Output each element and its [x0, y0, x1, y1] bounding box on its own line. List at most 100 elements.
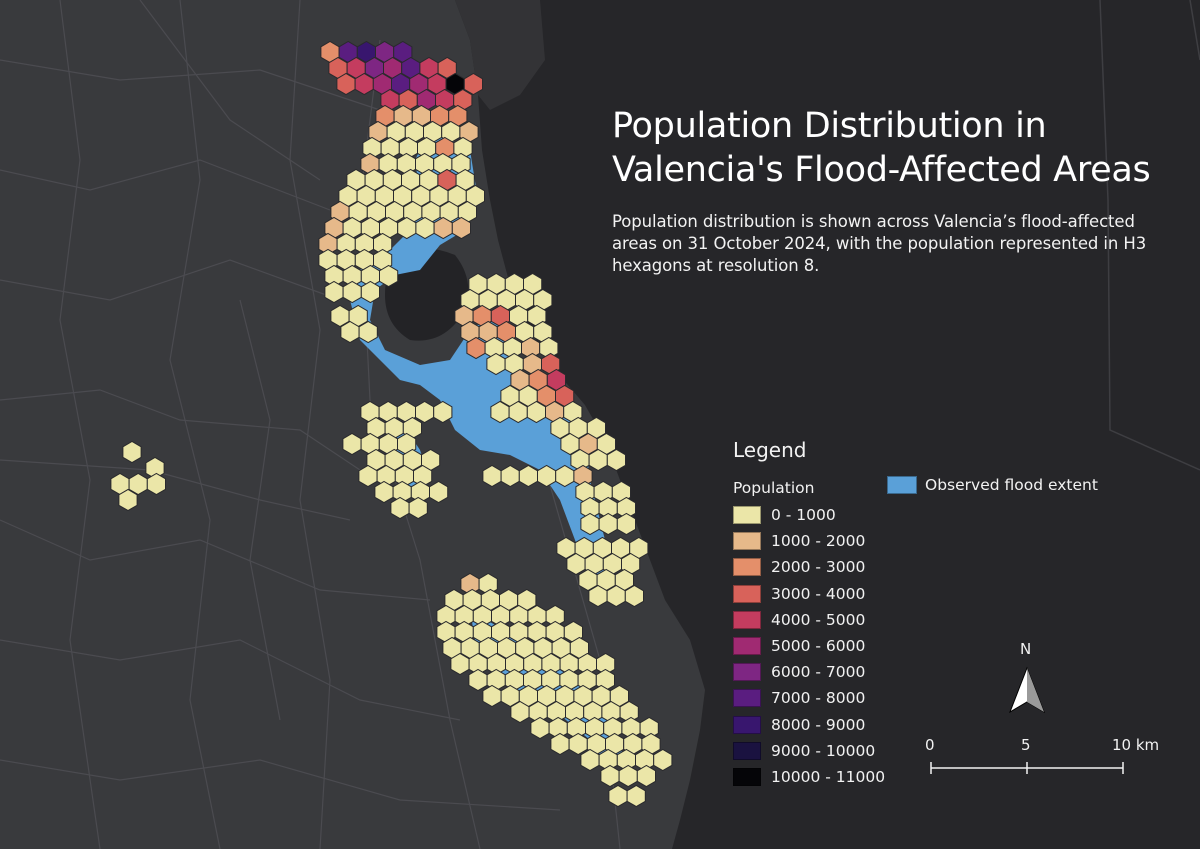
- legend-label: 2000 - 3000: [771, 558, 866, 577]
- population-hexagon: [402, 416, 422, 440]
- population-hexagon: [533, 288, 553, 312]
- population-hexagon: [451, 216, 471, 240]
- population-hexagon: [468, 668, 488, 692]
- population-hexagon: [463, 72, 483, 96]
- legend-label: 3000 - 4000: [771, 584, 866, 603]
- population-hexagon: [563, 620, 583, 644]
- legend-label: 8000 - 9000: [771, 715, 866, 734]
- legend-item: 8000 - 9000: [733, 712, 885, 738]
- population-hexagon: [122, 440, 142, 464]
- population-hexagon: [616, 512, 636, 536]
- legend-population-classes: 0 - 1000 1000 - 2000 2000 - 3000 3000 - 400…: [733, 502, 885, 790]
- population-hexagon: [568, 732, 588, 756]
- legend-item: 6000 - 7000: [733, 659, 885, 685]
- population-hexagon: [614, 568, 634, 592]
- population-hexagon: [358, 320, 378, 344]
- legend-item: 5000 - 6000: [733, 633, 885, 659]
- population-hexagon: [348, 304, 368, 328]
- population-hexagon: [379, 264, 399, 288]
- population-hexagon: [482, 684, 502, 708]
- legend-label: 9000 - 10000: [771, 741, 876, 760]
- north-arrow-label: N: [1020, 640, 1032, 658]
- legend-swatch: [733, 584, 761, 603]
- population-hexagon: [526, 400, 546, 424]
- population-hexagon: [490, 400, 510, 424]
- population-hexagon: [397, 432, 417, 456]
- flood-swatch: [887, 476, 917, 494]
- legend-label: 7000 - 8000: [771, 689, 866, 708]
- population-hexagon: [546, 368, 566, 392]
- population-hexagon: [457, 200, 477, 224]
- legend-label: 5000 - 6000: [771, 637, 866, 656]
- population-hexagon: [533, 320, 553, 344]
- population-hexagon: [415, 216, 435, 240]
- population-hexagon: [146, 472, 166, 496]
- population-hexagon: [433, 400, 453, 424]
- population-hexagon: [486, 352, 506, 376]
- population-hexagon: [421, 448, 441, 472]
- population-hexagon: [537, 464, 557, 488]
- population-hexagon: [450, 652, 470, 676]
- population-hexagon: [517, 588, 537, 612]
- legend-item: 0 - 1000: [733, 502, 885, 528]
- population-hexagon: [600, 764, 620, 788]
- legend-label: 1000 - 2000: [771, 532, 866, 551]
- population-hexagon: [500, 464, 520, 488]
- population-hexagon: [518, 464, 538, 488]
- population-hexagon: [373, 248, 393, 272]
- population-hexagon: [626, 784, 646, 808]
- legend-population-heading: Population: [733, 479, 815, 497]
- legend-swatch: [733, 637, 761, 656]
- population-hexagon: [566, 552, 586, 576]
- flood-label: Observed flood extent: [925, 476, 1098, 494]
- population-hexagon: [508, 400, 528, 424]
- population-hexagon: [596, 432, 616, 456]
- legend-swatch: [733, 558, 761, 577]
- population-hexagon: [360, 280, 380, 304]
- legend-item: 1000 - 2000: [733, 528, 885, 554]
- legend-swatch: [733, 610, 761, 629]
- population-hexagon: [586, 416, 606, 440]
- legend-item: 9000 - 10000: [733, 738, 885, 764]
- legend-swatch: [733, 767, 761, 786]
- population-hexagon: [563, 400, 583, 424]
- population-hexagon: [393, 40, 413, 64]
- population-hexagon: [397, 216, 417, 240]
- population-hexagon: [641, 732, 661, 756]
- population-hexagons: [110, 40, 673, 808]
- population-hexagon: [118, 488, 138, 512]
- population-hexagon: [342, 432, 362, 456]
- population-hexagon: [340, 320, 360, 344]
- population-hexagon: [596, 652, 616, 676]
- population-hexagon: [437, 56, 457, 80]
- population-hexagon: [336, 72, 356, 96]
- legend-label: 10000 - 11000: [771, 767, 886, 786]
- legend-swatch: [733, 741, 761, 760]
- population-hexagon: [527, 304, 547, 328]
- legend-label: 6000 - 7000: [771, 663, 866, 682]
- legend-swatch: [733, 715, 761, 734]
- population-hexagon: [523, 272, 543, 296]
- population-hexagon: [145, 456, 165, 480]
- population-hexagon: [342, 280, 362, 304]
- population-hexagon: [624, 584, 644, 608]
- population-hexagon: [598, 512, 618, 536]
- population-hexagon: [324, 280, 344, 304]
- population-hexagon: [465, 184, 485, 208]
- population-hexagon: [608, 784, 628, 808]
- population-hexagon: [618, 764, 638, 788]
- population-hexagon: [530, 716, 550, 740]
- map-title-line-1: Population Distribution in: [612, 106, 1047, 146]
- population-hexagon: [550, 732, 570, 756]
- population-hexagon: [541, 352, 561, 376]
- population-hexagon: [413, 464, 433, 488]
- map-title-line-2: Valencia's Flood-Affected Areas: [612, 150, 1151, 190]
- population-hexagon: [609, 684, 629, 708]
- population-hexagon: [510, 700, 530, 724]
- population-hexagon: [573, 464, 593, 488]
- legend-swatch: [733, 506, 761, 525]
- population-hexagon: [606, 448, 626, 472]
- legend-item: 4000 - 5000: [733, 607, 885, 633]
- population-hexagon: [653, 748, 673, 772]
